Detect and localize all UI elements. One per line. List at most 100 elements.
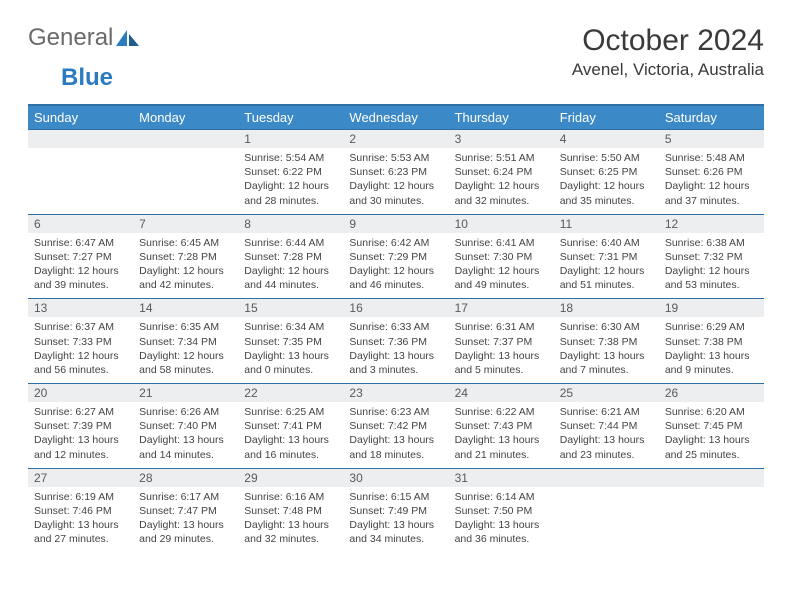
day-number-empty [554,469,659,487]
sunrise-line: Sunrise: 6:22 AM [455,405,548,419]
weekday-header: Wednesday [343,105,448,130]
day-info: Sunrise: 6:37 AMSunset: 7:33 PMDaylight:… [28,317,133,383]
weekday-header: Tuesday [238,105,343,130]
day-cell: 23Sunrise: 6:23 AMSunset: 7:42 PMDayligh… [343,384,448,469]
sunrise-line: Sunrise: 5:54 AM [244,151,337,165]
day-number: 25 [554,384,659,402]
day-number: 10 [449,215,554,233]
daylight-line: Daylight: 12 hours and 28 minutes. [244,179,337,207]
daylight-line: Daylight: 13 hours and 14 minutes. [139,433,232,461]
daylight-line: Daylight: 13 hours and 9 minutes. [665,349,758,377]
sunset-line: Sunset: 6:23 PM [349,165,442,179]
day-cell: 7Sunrise: 6:45 AMSunset: 7:28 PMDaylight… [133,214,238,299]
day-info: Sunrise: 6:45 AMSunset: 7:28 PMDaylight:… [133,233,238,299]
day-number-empty [28,130,133,148]
weekday-header: Monday [133,105,238,130]
sunrise-line: Sunrise: 6:16 AM [244,490,337,504]
daylight-line: Daylight: 13 hours and 25 minutes. [665,433,758,461]
day-info: Sunrise: 5:51 AMSunset: 6:24 PMDaylight:… [449,148,554,214]
daylight-line: Daylight: 13 hours and 5 minutes. [455,349,548,377]
sunset-line: Sunset: 7:46 PM [34,504,127,518]
daylight-line: Daylight: 12 hours and 53 minutes. [665,264,758,292]
day-cell [133,130,238,215]
sunset-line: Sunset: 6:24 PM [455,165,548,179]
week-row: 13Sunrise: 6:37 AMSunset: 7:33 PMDayligh… [28,299,764,384]
sunset-line: Sunset: 6:22 PM [244,165,337,179]
daylight-line: Daylight: 13 hours and 12 minutes. [34,433,127,461]
daylight-line: Daylight: 12 hours and 51 minutes. [560,264,653,292]
day-info: Sunrise: 6:34 AMSunset: 7:35 PMDaylight:… [238,317,343,383]
day-info: Sunrise: 6:35 AMSunset: 7:34 PMDaylight:… [133,317,238,383]
daylight-line: Daylight: 13 hours and 18 minutes. [349,433,442,461]
day-cell: 29Sunrise: 6:16 AMSunset: 7:48 PMDayligh… [238,468,343,552]
sunrise-line: Sunrise: 5:51 AM [455,151,548,165]
day-number: 23 [343,384,448,402]
day-number: 5 [659,130,764,148]
day-cell: 12Sunrise: 6:38 AMSunset: 7:32 PMDayligh… [659,214,764,299]
sunrise-line: Sunrise: 6:29 AM [665,320,758,334]
day-number: 22 [238,384,343,402]
daylight-line: Daylight: 12 hours and 42 minutes. [139,264,232,292]
day-info: Sunrise: 6:20 AMSunset: 7:45 PMDaylight:… [659,402,764,468]
day-cell: 9Sunrise: 6:42 AMSunset: 7:29 PMDaylight… [343,214,448,299]
sunset-line: Sunset: 7:34 PM [139,335,232,349]
day-number: 14 [133,299,238,317]
sunrise-line: Sunrise: 6:35 AM [139,320,232,334]
day-number: 6 [28,215,133,233]
day-cell: 21Sunrise: 6:26 AMSunset: 7:40 PMDayligh… [133,384,238,469]
week-row: 27Sunrise: 6:19 AMSunset: 7:46 PMDayligh… [28,468,764,552]
day-info: Sunrise: 5:53 AMSunset: 6:23 PMDaylight:… [343,148,448,214]
day-number: 31 [449,469,554,487]
day-info: Sunrise: 6:17 AMSunset: 7:47 PMDaylight:… [133,487,238,553]
sunrise-line: Sunrise: 5:48 AM [665,151,758,165]
day-number: 30 [343,469,448,487]
weekday-header-row: Sunday Monday Tuesday Wednesday Thursday… [28,105,764,130]
daylight-line: Daylight: 12 hours and 32 minutes. [455,179,548,207]
sunset-line: Sunset: 7:33 PM [34,335,127,349]
day-cell [554,468,659,552]
sunset-line: Sunset: 6:26 PM [665,165,758,179]
day-info: Sunrise: 6:42 AMSunset: 7:29 PMDaylight:… [343,233,448,299]
daylight-line: Daylight: 13 hours and 32 minutes. [244,518,337,546]
day-number-empty [133,130,238,148]
sunset-line: Sunset: 7:28 PM [244,250,337,264]
sunset-line: Sunset: 7:38 PM [560,335,653,349]
sunset-line: Sunset: 7:49 PM [349,504,442,518]
day-number: 9 [343,215,448,233]
day-cell: 26Sunrise: 6:20 AMSunset: 7:45 PMDayligh… [659,384,764,469]
day-info: Sunrise: 6:27 AMSunset: 7:39 PMDaylight:… [28,402,133,468]
sunrise-line: Sunrise: 5:50 AM [560,151,653,165]
week-row: 20Sunrise: 6:27 AMSunset: 7:39 PMDayligh… [28,384,764,469]
day-cell: 8Sunrise: 6:44 AMSunset: 7:28 PMDaylight… [238,214,343,299]
day-cell: 10Sunrise: 6:41 AMSunset: 7:30 PMDayligh… [449,214,554,299]
day-number: 8 [238,215,343,233]
day-info: Sunrise: 6:30 AMSunset: 7:38 PMDaylight:… [554,317,659,383]
day-cell: 2Sunrise: 5:53 AMSunset: 6:23 PMDaylight… [343,130,448,215]
sunrise-line: Sunrise: 6:42 AM [349,236,442,250]
day-info: Sunrise: 6:21 AMSunset: 7:44 PMDaylight:… [554,402,659,468]
day-number: 7 [133,215,238,233]
daylight-line: Daylight: 13 hours and 7 minutes. [560,349,653,377]
day-cell: 4Sunrise: 5:50 AMSunset: 6:25 PMDaylight… [554,130,659,215]
day-cell: 6Sunrise: 6:47 AMSunset: 7:27 PMDaylight… [28,214,133,299]
day-info: Sunrise: 6:44 AMSunset: 7:28 PMDaylight:… [238,233,343,299]
sunset-line: Sunset: 7:39 PM [34,419,127,433]
day-info: Sunrise: 6:29 AMSunset: 7:38 PMDaylight:… [659,317,764,383]
day-cell: 31Sunrise: 6:14 AMSunset: 7:50 PMDayligh… [449,468,554,552]
day-cell: 14Sunrise: 6:35 AMSunset: 7:34 PMDayligh… [133,299,238,384]
sunrise-line: Sunrise: 6:25 AM [244,405,337,419]
day-cell: 13Sunrise: 6:37 AMSunset: 7:33 PMDayligh… [28,299,133,384]
day-info: Sunrise: 5:48 AMSunset: 6:26 PMDaylight:… [659,148,764,214]
sunrise-line: Sunrise: 6:23 AM [349,405,442,419]
day-cell: 11Sunrise: 6:40 AMSunset: 7:31 PMDayligh… [554,214,659,299]
daylight-line: Daylight: 13 hours and 29 minutes. [139,518,232,546]
day-info: Sunrise: 5:50 AMSunset: 6:25 PMDaylight:… [554,148,659,214]
daylight-line: Daylight: 12 hours and 56 minutes. [34,349,127,377]
sunrise-line: Sunrise: 6:26 AM [139,405,232,419]
day-number: 4 [554,130,659,148]
day-info: Sunrise: 6:33 AMSunset: 7:36 PMDaylight:… [343,317,448,383]
sunset-line: Sunset: 7:48 PM [244,504,337,518]
daylight-line: Daylight: 12 hours and 46 minutes. [349,264,442,292]
sunrise-line: Sunrise: 6:31 AM [455,320,548,334]
daylight-line: Daylight: 13 hours and 16 minutes. [244,433,337,461]
